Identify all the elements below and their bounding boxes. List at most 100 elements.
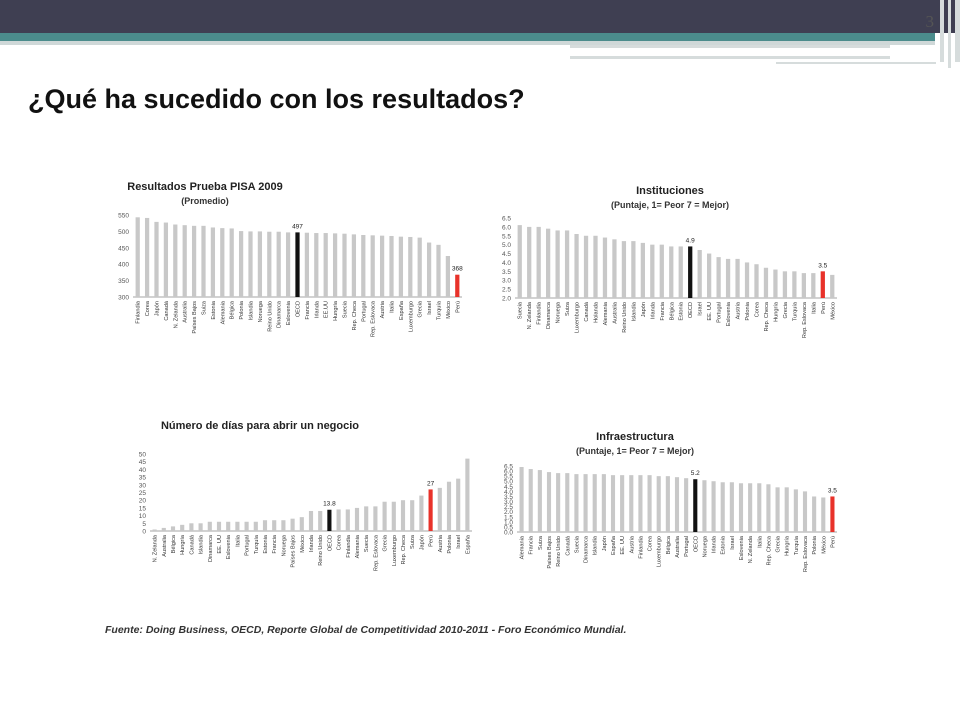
bar [821, 497, 826, 532]
y-tick-label: 4.0 [504, 489, 513, 496]
bar [537, 470, 542, 532]
bar [763, 267, 769, 298]
y-tick-label: 50 [139, 452, 147, 459]
bar [583, 235, 589, 298]
y-tick-label: 20 [139, 498, 147, 505]
x-tick-label: Hungría [773, 301, 779, 322]
x-tick-label: Portugal [245, 535, 251, 556]
x-tick-label: Estonia [679, 301, 685, 321]
x-tick-label: Islandia [593, 535, 599, 555]
bar [417, 237, 422, 297]
x-tick-label: Francia [305, 300, 311, 320]
bar [267, 231, 272, 297]
x-tick-label: Reino Unido [318, 535, 324, 566]
y-tick-label: 6.5 [504, 464, 513, 471]
bar [574, 474, 579, 532]
x-tick-label: Grecia [776, 535, 782, 552]
bar [262, 520, 268, 531]
bar [754, 264, 759, 298]
x-tick-label: Japón [641, 302, 647, 317]
bar [546, 228, 551, 298]
corner-decoration [955, 0, 960, 62]
x-tick-label: Australia [183, 300, 189, 323]
x-tick-label: Eslovenia [739, 535, 745, 560]
x-tick-label: España [465, 534, 471, 554]
corner-decoration [940, 0, 944, 62]
bar [361, 235, 366, 297]
x-tick-label: Bélgica [171, 534, 177, 553]
x-tick-label: Luxemburgo [657, 536, 663, 567]
x-tick-label: Francia [529, 535, 535, 555]
chart-dias-negocio: Número de días para abrir un negocio 50 45… [100, 412, 480, 592]
bar [684, 478, 689, 532]
bar [379, 235, 385, 297]
x-tick-label: Canadá [565, 535, 571, 555]
y-tick-label: 350 [118, 278, 129, 285]
bar [281, 520, 286, 531]
x-tick-label: Hungría [785, 535, 791, 556]
bar [638, 475, 643, 532]
bar [456, 478, 461, 531]
x-tick-label: Italia [811, 301, 817, 314]
y-tick-label: 2.0 [504, 509, 513, 516]
bar [229, 228, 234, 297]
y-tick-label: 550 [118, 213, 129, 220]
bar [272, 520, 277, 531]
x-tick-label: Suecia [518, 301, 524, 319]
x-tick-label: Suiza [538, 535, 544, 550]
bar [370, 235, 375, 297]
bar [351, 234, 357, 297]
bar [426, 242, 432, 297]
x-tick-label: Canadá [584, 301, 590, 321]
corner-decoration [570, 45, 890, 48]
bar [198, 523, 203, 531]
x-tick-label: Perú [830, 536, 836, 548]
y-tick-label: 5.5 [504, 474, 513, 481]
bar [707, 253, 712, 298]
bar [257, 231, 263, 297]
bar [455, 274, 460, 297]
x-tick-label: Portugal [684, 536, 690, 557]
data-label: 13.8 [323, 501, 336, 508]
x-tick-label: Holanda [594, 301, 600, 323]
data-label: 27 [427, 480, 435, 487]
x-tick-label: N. Zelanda [153, 534, 159, 562]
bar [398, 236, 404, 297]
bar [290, 518, 295, 531]
bar [621, 241, 627, 298]
y-tick-label: 5.0 [502, 242, 511, 249]
x-tick-label: Alemania [603, 301, 609, 325]
y-tick-label: 2.0 [502, 296, 511, 303]
x-tick-label: Alemania [220, 300, 226, 324]
bar [144, 217, 150, 297]
bar [729, 482, 734, 532]
x-tick-label: Noruega [281, 534, 287, 556]
bar [612, 239, 617, 298]
data-label: 497 [292, 223, 303, 230]
x-tick-label: Turquía [794, 535, 800, 555]
data-label: 4.9 [686, 237, 695, 244]
data-label: 5.2 [691, 470, 700, 477]
bar [517, 225, 522, 298]
bar [299, 517, 304, 531]
x-tick-label: Francia [660, 301, 666, 321]
x-tick-label: Turquía [254, 534, 260, 554]
bar [253, 521, 258, 531]
x-tick-label: Corea [145, 300, 151, 316]
bar [465, 458, 470, 531]
bar [583, 474, 588, 532]
bar [678, 246, 683, 298]
x-tick-label: Polonia [447, 534, 453, 554]
bar [327, 509, 332, 531]
x-tick-label: Perú [429, 535, 435, 547]
bar [152, 529, 157, 531]
x-tick-label: Luxemburgo [575, 302, 581, 333]
bar [593, 235, 598, 298]
y-tick-label: 300 [118, 295, 129, 302]
x-tick-label: México [446, 301, 452, 319]
x-tick-label: Finlandia [136, 300, 142, 324]
bar [161, 527, 166, 531]
bar [650, 244, 655, 298]
x-tick-label: Dinamarca [208, 534, 214, 562]
header-bar [0, 0, 960, 33]
